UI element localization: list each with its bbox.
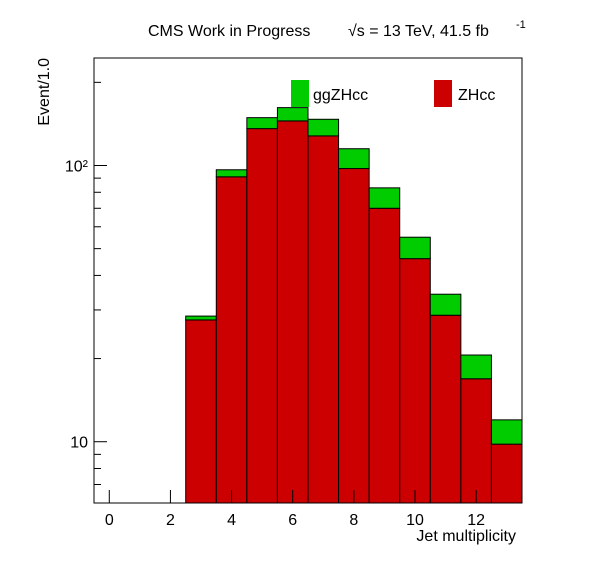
histogram-bar: [460, 378, 492, 503]
histogram-bar: [185, 319, 217, 503]
histogram-bar: [399, 236, 431, 260]
frame: [93, 57, 523, 504]
x-tick-label: 0: [105, 512, 114, 529]
histogram-bar: [368, 207, 401, 503]
histogram-bar: [246, 128, 278, 503]
y-tick-label: 10²: [65, 158, 89, 175]
x-tick-label: 8: [349, 512, 358, 529]
chart-title: CMS Work in Progress: [148, 23, 310, 40]
chart-subtitle: √s = 13 TeV, 41.5 fb: [348, 23, 489, 40]
legend-label: ZHcc: [458, 87, 495, 104]
legend-swatch: [434, 80, 452, 107]
chart-subtitle-superscript: -1: [516, 19, 526, 31]
histogram-bar: [307, 135, 340, 503]
histogram-bar: [460, 354, 492, 380]
x-tick-label: 2: [166, 512, 175, 529]
histogram-bar: [429, 293, 462, 316]
histogram-bar: [307, 118, 340, 137]
histogram-bar: [276, 107, 309, 122]
histogram-bar: [215, 169, 248, 178]
histogram-bar: [490, 419, 522, 445]
x-axis-label: Jet multiplicity: [416, 528, 516, 545]
histogram-bar: [276, 120, 309, 503]
histogram-bar: [338, 148, 370, 170]
histogram-bar: [368, 187, 401, 209]
x-tick-label: 4: [227, 512, 236, 529]
y-axis-label: Event/1.0: [36, 58, 53, 126]
histogram-bar: [338, 168, 370, 503]
plot-area: [185, 107, 522, 503]
histogram-bar: [399, 258, 431, 503]
histogram-bar: [429, 314, 462, 503]
x-tick-label: 10: [406, 512, 424, 529]
x-tick-label: 6: [288, 512, 297, 529]
legend-swatch: [291, 80, 309, 107]
histogram-bar: [185, 315, 217, 321]
histogram-bar: [215, 176, 248, 503]
y-tick-label: 10: [70, 435, 88, 452]
legend-label: ggZHcc: [313, 87, 368, 104]
histogram-bar: [246, 117, 278, 130]
x-tick-label: 12: [467, 512, 485, 529]
